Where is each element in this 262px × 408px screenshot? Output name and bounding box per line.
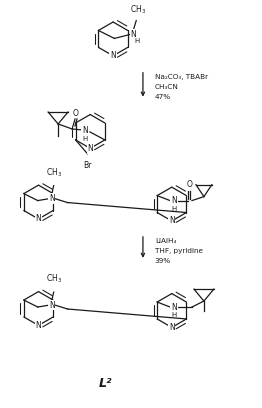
- Text: O: O: [73, 109, 79, 118]
- Text: H: H: [171, 206, 177, 211]
- Text: CH$_3$: CH$_3$: [46, 273, 62, 285]
- Text: 39%: 39%: [155, 258, 171, 264]
- Text: N: N: [82, 126, 88, 135]
- Text: CH₃CN: CH₃CN: [155, 84, 179, 90]
- Text: N: N: [169, 217, 175, 226]
- Text: N: N: [169, 323, 175, 332]
- Text: Na₂CO₃, TBABr: Na₂CO₃, TBABr: [155, 74, 208, 80]
- Text: H: H: [135, 38, 140, 44]
- Text: N: N: [87, 144, 93, 153]
- Text: N: N: [171, 196, 177, 205]
- Text: N: N: [171, 302, 177, 312]
- Text: CH$_3$: CH$_3$: [46, 166, 62, 179]
- Text: CH$_3$: CH$_3$: [130, 3, 146, 16]
- Text: N: N: [110, 51, 116, 60]
- Text: THF, pyridine: THF, pyridine: [155, 248, 203, 254]
- Text: H: H: [82, 136, 88, 142]
- Text: H: H: [171, 312, 177, 318]
- Text: LiAlH₄: LiAlH₄: [155, 238, 176, 244]
- Text: O: O: [187, 180, 193, 189]
- Text: Br: Br: [83, 161, 92, 170]
- Text: N: N: [36, 321, 41, 330]
- Text: N: N: [49, 301, 54, 310]
- Text: 47%: 47%: [155, 93, 171, 100]
- Text: N: N: [130, 30, 136, 39]
- Text: L²: L²: [99, 377, 112, 390]
- Text: N: N: [36, 215, 41, 224]
- Text: N: N: [49, 194, 54, 203]
